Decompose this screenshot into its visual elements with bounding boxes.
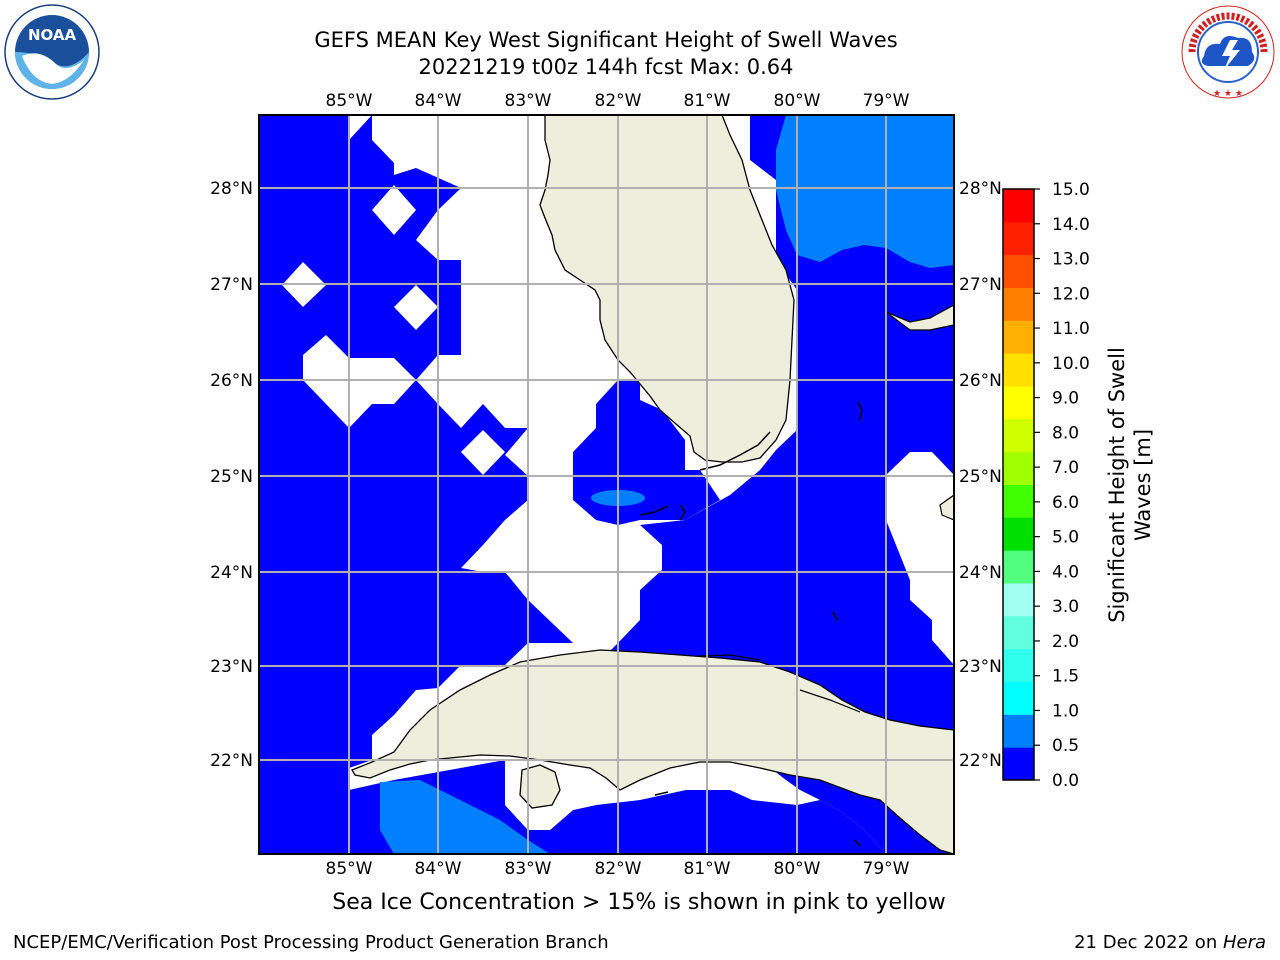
swell-region-sw-florida — [573, 380, 720, 525]
svg-text:★ ★ ★: ★ ★ ★ — [1213, 89, 1243, 99]
lon-label-bottom: 81°W — [684, 859, 731, 879]
footer-date-text: 21 Dec 2022 on — [1074, 932, 1223, 953]
lon-label-bottom: 83°W — [505, 859, 552, 879]
swell-region-atlantic-mid — [776, 115, 954, 268]
footer-date: 21 Dec 2022 on Hera — [1074, 932, 1266, 953]
isla-juventud-land — [519, 764, 561, 809]
lat-labels-right: 28°N 27°N 26°N 25°N 24°N 23°N 22°N — [959, 179, 1002, 771]
lon-label-bottom: 79°W — [863, 859, 910, 879]
colorbar-tick-label: 3.0 — [1052, 597, 1079, 617]
lat-label-left: 25°N — [210, 467, 253, 487]
cuba-land — [351, 649, 954, 854]
colorbar-tick-label: 1.0 — [1052, 701, 1079, 721]
map-frame — [258, 114, 955, 855]
lon-label-top: 81°W — [684, 91, 731, 111]
colorbar-cell — [1003, 681, 1034, 715]
colorbar-tick-label: 0.5 — [1052, 736, 1079, 756]
colorbar-cell — [1003, 714, 1034, 748]
colorbar-cell — [1003, 320, 1034, 354]
swell-region-caribbean-mid — [380, 780, 550, 854]
lat-label-left: 26°N — [210, 371, 253, 391]
colorbar-cell — [1003, 615, 1034, 650]
florida-land — [539, 115, 795, 463]
noaa-logo-text: NOAA — [28, 26, 77, 44]
colorbar-tick-label: 9.0 — [1052, 389, 1079, 409]
colorbar-tick-label: 1.5 — [1052, 667, 1079, 687]
swell-region-gulf — [259, 115, 573, 854]
colorbar-tick-label: 4.0 — [1052, 562, 1079, 582]
lat-label-right: 26°N — [959, 371, 1002, 391]
colorbar-cell — [1003, 254, 1034, 288]
bahamas-land — [885, 304, 954, 331]
colorbar-tick-label: 11.0 — [1052, 319, 1090, 339]
lat-label-right: 23°N — [959, 657, 1002, 677]
colorbar-tick-label: 15.0 — [1052, 180, 1090, 200]
lon-label-bottom: 80°W — [774, 859, 821, 879]
sea-ice-note: Sea Ice Concentration > 15% is shown in … — [332, 890, 946, 915]
colorbar-cell — [1003, 221, 1034, 256]
map-area — [259, 115, 954, 854]
lon-label-top: 83°W — [505, 91, 552, 111]
chart-title: GEFS MEAN Key West Significant Height of… — [314, 28, 898, 52]
lat-label-right: 28°N — [959, 179, 1002, 199]
lat-label-left: 24°N — [210, 563, 253, 583]
lon-label-top: 79°W — [863, 91, 910, 111]
lon-label-top: 84°W — [415, 91, 462, 111]
colorbar-cell — [1003, 484, 1034, 518]
lat-label-left: 22°N — [210, 751, 253, 771]
colorbar-tick-label: 13.0 — [1052, 250, 1090, 270]
colorbar-cell — [1003, 386, 1034, 420]
colorbar-tick-label: 5.0 — [1052, 528, 1079, 548]
nws-logo: ★ ★ ★ — [1181, 5, 1275, 99]
colorbar-cell — [1003, 648, 1034, 682]
lat-label-right: 27°N — [959, 275, 1002, 295]
colorbar-cell — [1003, 747, 1034, 781]
lat-label-right: 25°N — [959, 467, 1002, 487]
colorbar: 0.0 0.5 1.0 1.5 2.0 3.0 4.0 5.0 6.0 7.0 8.0 9.0 10.0… — [1003, 180, 1090, 791]
lon-label-bottom: 84°W — [415, 859, 462, 879]
graticule — [259, 115, 954, 854]
lat-label-right: 24°N — [959, 563, 1002, 583]
colorbar-cell — [1003, 451, 1034, 485]
lat-label-left: 28°N — [210, 179, 253, 199]
lon-labels-top: 85°W 84°W 83°W 82°W 81°W 80°W 79°W — [326, 91, 910, 111]
colorbar-tick-label: 7.0 — [1052, 458, 1079, 478]
lat-label-right: 22°N — [959, 751, 1002, 771]
lat-labels-left: 28°N 27°N 26°N 25°N 24°N 23°N 22°N — [210, 179, 253, 771]
lat-label-left: 27°N — [210, 275, 253, 295]
lon-labels-bottom: 85°W 84°W 83°W 82°W 81°W 80°W 79°W — [326, 859, 910, 879]
colorbar-tick-label: 0.0 — [1052, 771, 1079, 791]
colorbar-cell — [1003, 418, 1034, 453]
colorbar-tick-label: 12.0 — [1052, 284, 1090, 304]
colorbar-frame — [1002, 188, 1035, 781]
colorbar-tick-label: 6.0 — [1052, 493, 1079, 513]
colorbar-tick-label: 14.0 — [1052, 215, 1090, 235]
colorbar-cell — [1003, 189, 1034, 223]
colorbar-cell — [1003, 353, 1034, 387]
lon-label-top: 80°W — [774, 91, 821, 111]
colorbar-cell — [1003, 583, 1034, 617]
lon-label-bottom: 85°W — [326, 859, 373, 879]
footer-branch: NCEP/EMC/Verification Post Processing Pr… — [13, 932, 609, 953]
colorbar-cell — [1003, 287, 1034, 321]
lon-label-bottom: 82°W — [595, 859, 642, 879]
lon-label-top: 85°W — [326, 91, 373, 111]
colorbar-label-line1: Significant Height of Swell — [1105, 347, 1129, 623]
colorbar-tick-label: 8.0 — [1052, 423, 1079, 443]
footer-host: Hera — [1222, 932, 1266, 953]
lat-label-left: 23°N — [210, 657, 253, 677]
colorbar-label-line2: Waves [m] — [1131, 429, 1155, 541]
colorbar-tick-label: 2.0 — [1052, 632, 1079, 652]
colorbar-cell — [1003, 517, 1034, 551]
colorbar-tick-label: 10.0 — [1052, 354, 1090, 374]
chart-subtitle: 20221219 t00z 144h fcst Max: 0.64 — [418, 55, 794, 79]
noaa-logo: NOAA — [4, 4, 100, 100]
colorbar-cell — [1003, 550, 1034, 584]
lon-label-top: 82°W — [595, 91, 642, 111]
